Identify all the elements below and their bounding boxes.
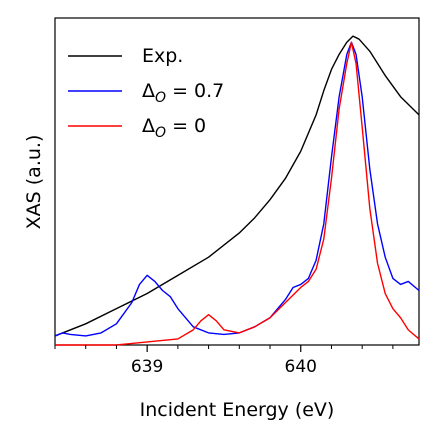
x-tick-label: 639 (131, 357, 163, 377)
series-line-2 (55, 41, 420, 346)
legend: Exp. ΔO = 0.7 ΔO = 0 (68, 45, 224, 141)
legend-label-delta-07: ΔO = 0.7 (142, 80, 224, 106)
series-line-1 (54, 41, 420, 337)
y-axis-label: XAS (a.u.) (23, 135, 45, 230)
x-axis-ticks: 639 640 (54, 345, 394, 377)
legend-label-exp: Exp. (142, 45, 183, 67)
legend-label-delta-0: ΔO = 0 (142, 115, 206, 141)
series-layer (54, 35, 420, 346)
x-axis-label: Incident Energy (eV) (140, 399, 335, 421)
plot-frame (54, 17, 420, 346)
x-tick-label: 640 (285, 357, 317, 377)
series-line-0 (54, 35, 420, 337)
